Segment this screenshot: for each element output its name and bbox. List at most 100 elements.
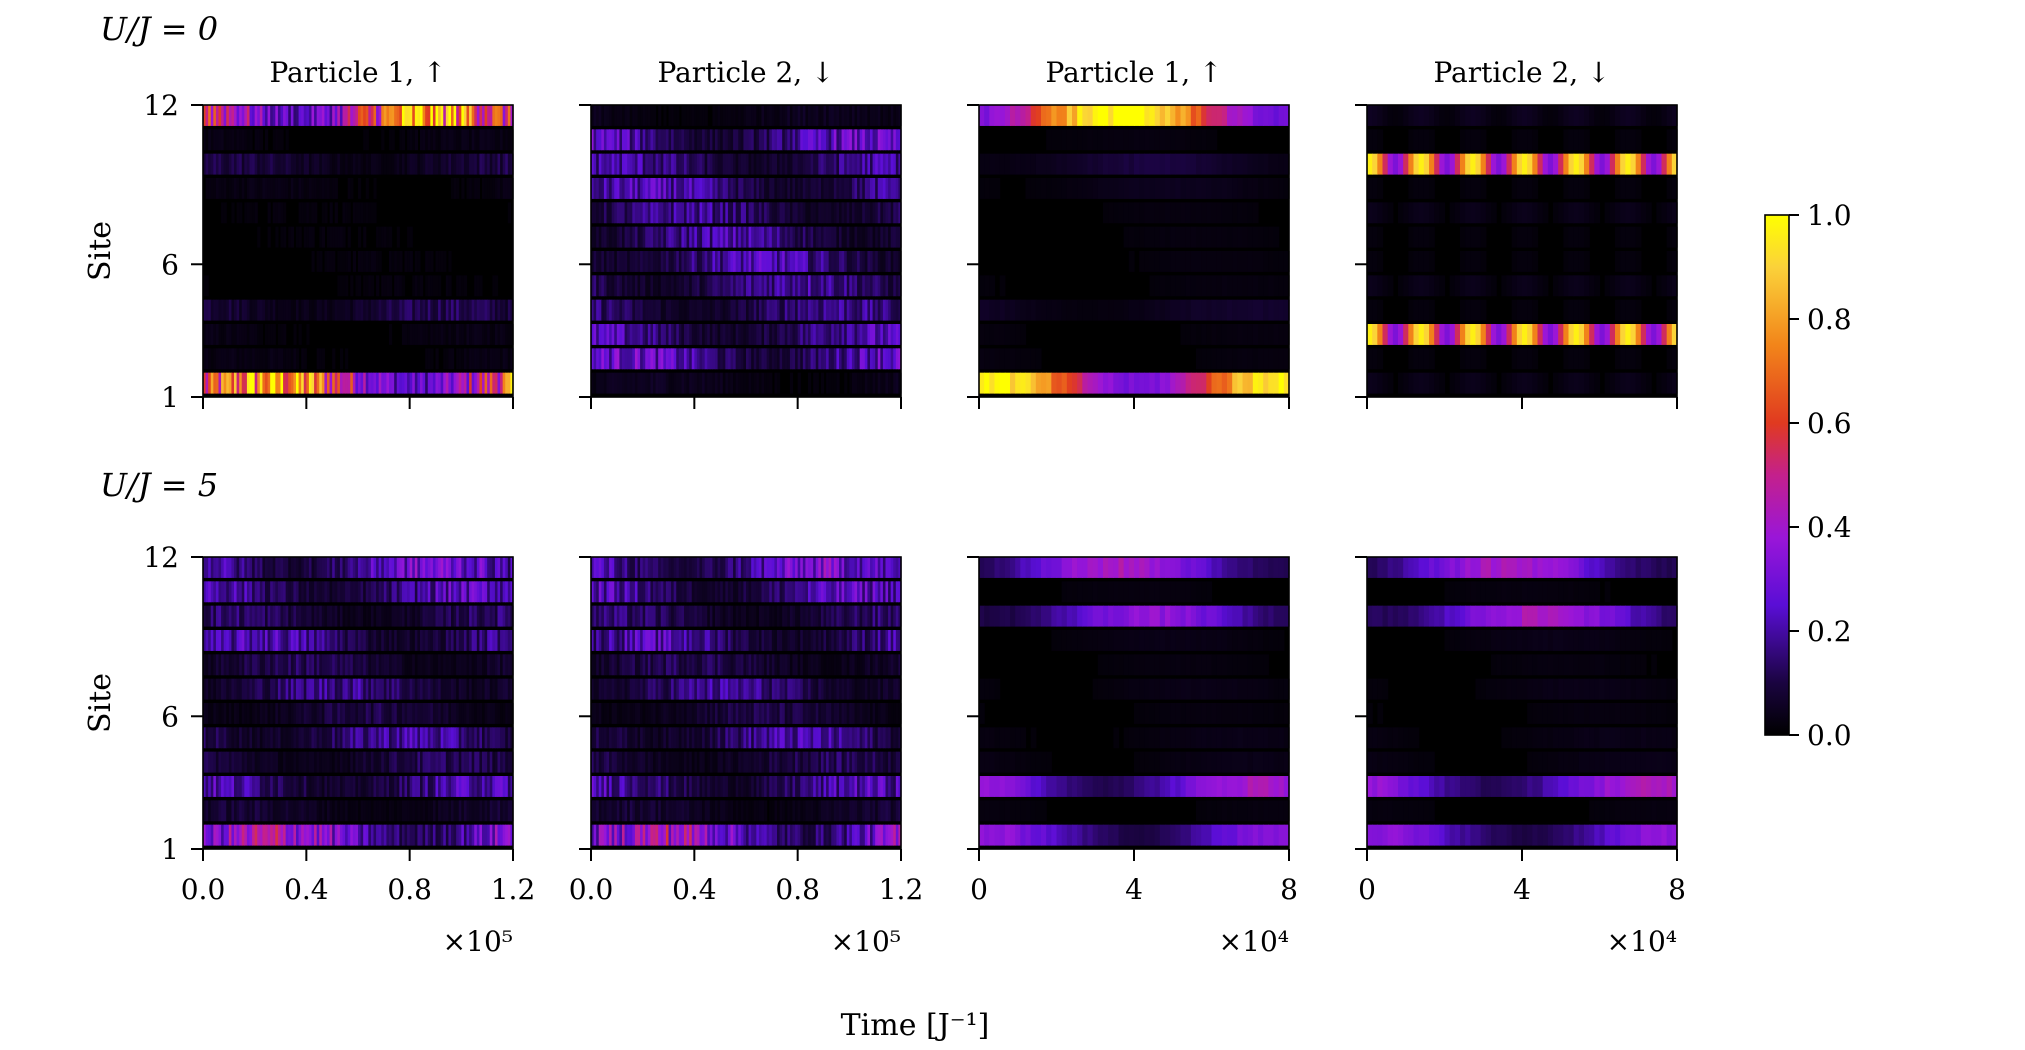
heatmap-cell <box>1475 226 1482 248</box>
heatmap-cell <box>678 202 683 224</box>
heatmap-cell <box>332 348 336 370</box>
heatmap-cell <box>339 251 344 272</box>
heatmap-cell <box>1180 324 1187 345</box>
heatmap-cell <box>221 105 225 126</box>
heatmap-cell <box>854 251 858 272</box>
heatmap-cell <box>1372 202 1378 224</box>
heatmap-cell <box>476 105 481 126</box>
heatmap-cell <box>989 299 996 321</box>
heatmap-cell <box>314 557 318 578</box>
heatmap-cell <box>298 324 302 345</box>
heatmap-cell <box>740 299 745 321</box>
heatmap-cell <box>730 324 734 345</box>
heatmap-cell <box>218 324 222 345</box>
heatmap-cell <box>352 776 357 797</box>
heatmap-cell <box>492 581 496 603</box>
heatmap-cell <box>432 605 437 627</box>
heatmap-cell <box>479 703 483 724</box>
heatmap-cell <box>505 824 509 846</box>
heatmap-cell <box>789 129 794 151</box>
heatmap-cell <box>1635 324 1642 345</box>
heatmap-cell <box>1051 129 1058 151</box>
heatmap-cell <box>658 348 662 370</box>
heatmap-cell <box>456 557 460 578</box>
heatmap-cell <box>280 605 284 627</box>
heatmap-cell <box>653 178 657 199</box>
heatmap-cell <box>727 299 732 321</box>
heatmap-cell <box>479 557 483 578</box>
heatmap-cell <box>420 299 424 321</box>
heatmap-cell <box>337 105 341 126</box>
heatmap-cell <box>469 324 473 345</box>
heatmap-cell <box>308 703 313 724</box>
heatmap-cell <box>494 776 499 797</box>
heatmap-cell <box>332 630 336 651</box>
heatmap-cell <box>815 226 819 248</box>
heatmap-cell <box>306 372 310 394</box>
heatmap-cell <box>221 202 225 224</box>
heatmap-cell <box>671 178 675 199</box>
heatmap-cell <box>735 824 739 846</box>
heatmap-cell <box>1491 105 1497 126</box>
heatmap-cell <box>614 129 618 151</box>
heatmap-cell <box>445 727 450 749</box>
heatmap-cell <box>399 727 403 749</box>
heatmap-cell <box>777 824 781 846</box>
heatmap-cell <box>466 630 470 651</box>
heatmap-cell <box>438 275 442 297</box>
heatmap-cell <box>208 581 212 603</box>
heatmap-cell <box>862 251 866 272</box>
heatmap-cell <box>606 178 610 199</box>
heatmap-cell <box>342 824 346 846</box>
heatmap-cell <box>1247 251 1254 272</box>
heatmap-cell <box>1516 251 1523 272</box>
heatmap-cell <box>259 372 264 394</box>
heatmap-cell <box>712 129 716 151</box>
heatmap-cell <box>487 299 491 321</box>
heatmap-cell <box>324 824 328 846</box>
heatmap-cell <box>203 153 207 175</box>
heatmap-cell <box>474 581 478 603</box>
heatmap-cell <box>249 202 253 224</box>
heatmap-cell <box>1584 275 1590 297</box>
heatmap-cell <box>833 202 838 224</box>
heatmap-cell <box>1221 348 1228 370</box>
heatmap-cell <box>239 776 243 797</box>
heatmap-cell <box>678 129 683 151</box>
heatmap-cell <box>875 324 879 345</box>
heatmap-cell <box>1252 275 1259 297</box>
heatmap-cell <box>203 630 207 651</box>
heatmap-cell <box>502 800 506 822</box>
heatmap-cell <box>303 153 307 175</box>
heatmap-cell <box>800 226 804 248</box>
heatmap-cell <box>1454 202 1461 224</box>
heatmap-cell <box>203 324 207 345</box>
heatmap-cell <box>722 299 726 321</box>
heatmap-cell <box>350 581 354 603</box>
heatmap-cell <box>487 178 491 199</box>
heatmap-cell <box>458 605 462 627</box>
heatmap-cell <box>655 129 659 151</box>
heatmap-cell <box>1258 324 1264 345</box>
heatmap-cell <box>456 678 460 700</box>
heatmap-cell <box>463 299 468 321</box>
heatmap-cell <box>246 105 251 126</box>
heatmap-cell <box>507 678 512 700</box>
heatmap-cell <box>236 581 240 603</box>
heatmap-cell <box>378 630 382 651</box>
heatmap-cell <box>872 251 876 272</box>
heatmap-cell <box>440 299 444 321</box>
heatmap-cell <box>593 372 597 394</box>
heatmap-cell <box>730 372 734 394</box>
heatmap-cell <box>1454 372 1461 394</box>
heatmap-cell <box>634 824 639 846</box>
heatmap-cell <box>1211 251 1218 272</box>
heatmap-cell <box>389 703 393 724</box>
heatmap-cell <box>769 299 773 321</box>
heatmap-cell <box>601 275 605 297</box>
heatmap-cell <box>833 178 838 199</box>
heatmap-cell <box>640 178 644 199</box>
heatmap-cell <box>650 372 654 394</box>
